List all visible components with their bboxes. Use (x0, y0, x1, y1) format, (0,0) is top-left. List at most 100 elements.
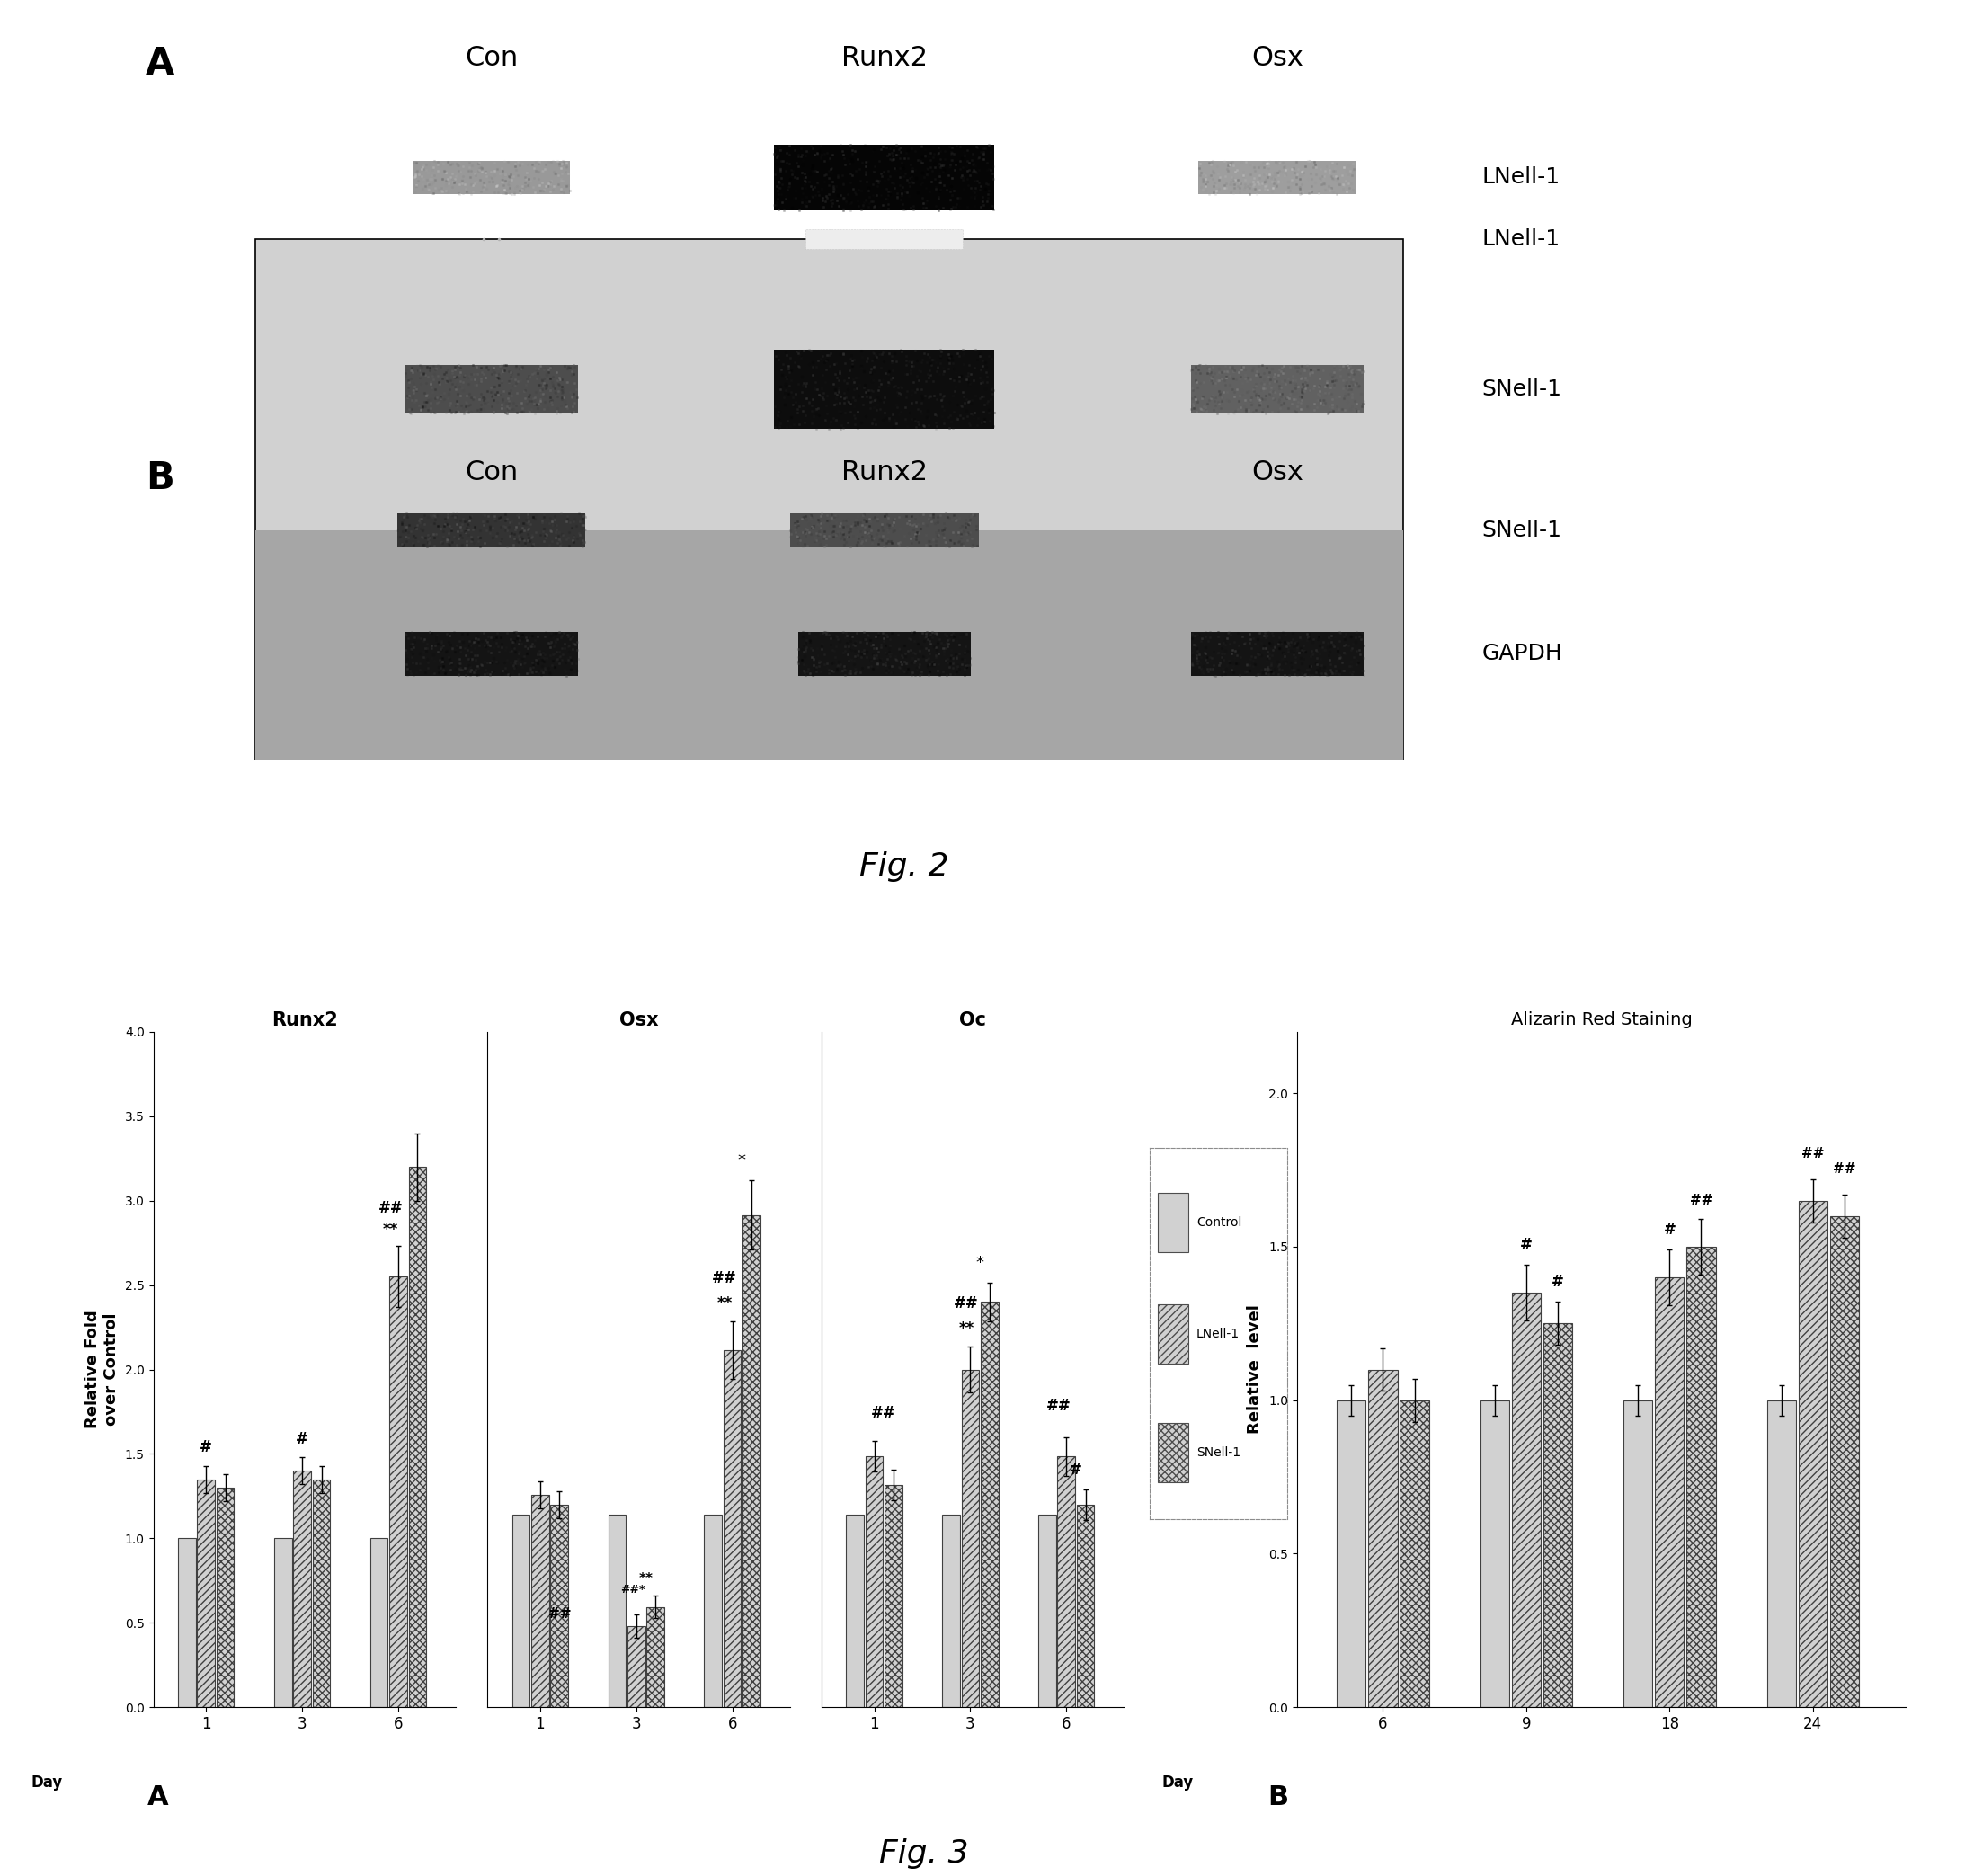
Bar (1511, 1293, 1541, 1707)
Text: Control: Control (1197, 1216, 1242, 1229)
Bar (884, 1486, 902, 1707)
Text: Con: Con (464, 45, 519, 71)
Bar (790, 514, 979, 548)
Bar (1199, 161, 1356, 195)
Bar (1157, 1304, 1189, 1364)
Text: A: A (145, 45, 175, 83)
Bar (1767, 1399, 1796, 1707)
Bar (646, 1608, 664, 1707)
Bar (405, 364, 578, 413)
Bar (961, 1369, 979, 1707)
Text: B: B (145, 460, 175, 497)
Bar (216, 1488, 234, 1707)
Bar (806, 229, 963, 250)
Bar (847, 1514, 865, 1707)
Text: #: # (1521, 1236, 1533, 1253)
Bar (1077, 1505, 1095, 1707)
Text: ##*: ##* (621, 1583, 645, 1595)
Bar (550, 1505, 568, 1707)
Text: A: A (147, 1784, 169, 1810)
Bar (1623, 1399, 1653, 1707)
Bar (1157, 1193, 1189, 1251)
Title: Runx2: Runx2 (271, 1011, 338, 1030)
Text: *: * (977, 1255, 984, 1272)
Bar (723, 1351, 741, 1707)
Text: **: ** (959, 1321, 975, 1338)
Text: Day: Day (1161, 1775, 1193, 1792)
Text: Osx: Osx (1252, 45, 1303, 71)
Bar (179, 1538, 196, 1707)
Bar (255, 531, 1403, 760)
Text: Con: Con (464, 460, 519, 486)
Bar (389, 1278, 407, 1707)
Title: Osx: Osx (619, 1011, 658, 1030)
Text: LNell-1: LNell-1 (1482, 229, 1560, 250)
Bar (1543, 1323, 1572, 1707)
Text: ##: ## (711, 1270, 737, 1287)
Bar (798, 632, 971, 675)
Title: Alizarin Red Staining: Alizarin Red Staining (1511, 1011, 1692, 1028)
Bar (1191, 364, 1364, 413)
Text: ##: ## (548, 1608, 570, 1621)
Bar (1368, 1369, 1397, 1707)
Bar (1057, 1456, 1075, 1707)
Text: **: ** (717, 1296, 733, 1311)
Text: Runx2: Runx2 (841, 460, 927, 486)
Text: Fig. 3: Fig. 3 (878, 1838, 969, 1868)
Bar (405, 632, 578, 675)
Bar (1480, 1399, 1509, 1707)
Text: LNell-1: LNell-1 (1482, 167, 1560, 188)
Bar (1038, 1514, 1055, 1707)
Bar (293, 1471, 310, 1707)
Text: Runx2: Runx2 (841, 45, 927, 71)
Text: ##: ## (953, 1296, 979, 1311)
Bar (1686, 1248, 1715, 1707)
Text: #: # (200, 1439, 212, 1456)
Bar (943, 1514, 959, 1707)
Bar (531, 1495, 548, 1707)
Bar (1399, 1399, 1429, 1707)
Bar (1798, 1201, 1827, 1707)
Bar (609, 1514, 625, 1707)
Bar (1157, 1424, 1189, 1482)
Y-axis label: Relative  level: Relative level (1248, 1306, 1263, 1433)
Text: ##: ## (1833, 1163, 1855, 1176)
Text: SNell-1: SNell-1 (1482, 379, 1562, 400)
Y-axis label: Relative Fold
over Control: Relative Fold over Control (84, 1309, 120, 1430)
Bar (275, 1538, 291, 1707)
Text: ##: ## (1045, 1398, 1071, 1415)
Text: SNell-1: SNell-1 (1197, 1446, 1240, 1460)
Bar (513, 1514, 531, 1707)
Text: #: # (1662, 1221, 1676, 1238)
Bar (1191, 632, 1364, 675)
Bar (627, 1626, 645, 1707)
Bar (865, 1456, 882, 1707)
Text: #: # (297, 1431, 309, 1446)
Bar (397, 514, 586, 548)
Text: ##: ## (377, 1199, 403, 1216)
Text: Day: Day (31, 1775, 63, 1792)
Text: GAPDH: GAPDH (1482, 643, 1562, 664)
Text: #: # (1552, 1274, 1564, 1289)
Text: ##: ## (1802, 1148, 1824, 1161)
Bar (312, 1478, 330, 1707)
Text: **: ** (639, 1572, 652, 1585)
Text: ##: ## (870, 1405, 896, 1422)
Bar (774, 349, 994, 430)
Bar (1655, 1278, 1684, 1707)
Text: ##: ## (1690, 1193, 1713, 1206)
Bar (409, 1167, 426, 1707)
Text: Fig. 2: Fig. 2 (859, 852, 949, 882)
Text: Osx: Osx (1252, 460, 1303, 486)
Bar (774, 144, 994, 210)
Text: **: ** (383, 1221, 399, 1238)
Text: #: # (1069, 1461, 1083, 1478)
Bar (197, 1478, 214, 1707)
Text: B: B (1267, 1784, 1289, 1810)
Bar (1336, 1399, 1366, 1707)
Text: LNell-1: LNell-1 (1197, 1328, 1240, 1339)
Bar (703, 1514, 721, 1707)
Bar (255, 238, 1403, 760)
Text: *: * (737, 1152, 747, 1169)
Bar (413, 161, 570, 195)
